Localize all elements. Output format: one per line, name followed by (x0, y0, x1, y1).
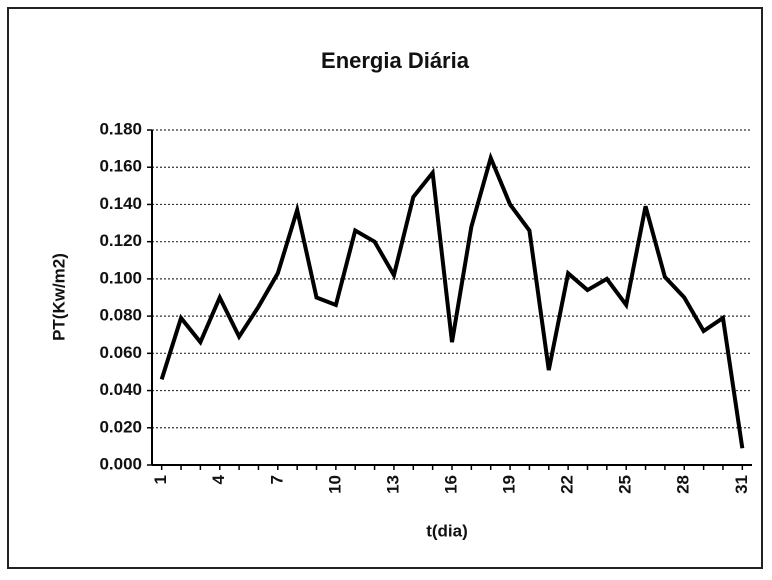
x-tick-label: 19 (500, 475, 519, 494)
x-tick-label: 10 (325, 475, 344, 494)
x-tick-label: 4 (209, 474, 228, 484)
y-tick-label: 0.060 (99, 343, 142, 362)
y-tick-label: 0.080 (99, 306, 142, 325)
y-tick-label: 0.100 (99, 268, 142, 287)
x-tick-label: 13 (383, 475, 402, 494)
chart-title: Energia Diária (321, 48, 470, 73)
y-tick-label: 0.000 (99, 454, 142, 473)
x-tick-label: 1 (151, 475, 170, 484)
chart-frame (7, 7, 763, 569)
y-tick-label: 0.140 (99, 194, 142, 213)
y-tick-label: 0.160 (99, 157, 142, 176)
y-axis-label: PT(Kw/m2) (49, 253, 68, 341)
x-tick-label: 28 (674, 475, 693, 494)
x-tick-label: 7 (267, 475, 286, 484)
x-tick-label: 16 (441, 475, 460, 494)
x-tick-label: 25 (616, 475, 635, 494)
x-tick-label: 31 (732, 475, 751, 494)
y-tick-label: 0.120 (99, 231, 142, 250)
y-tick-label: 0.040 (99, 380, 142, 399)
y-tick-label: 0.020 (99, 417, 142, 436)
data-line (159, 151, 745, 449)
x-axis-label: t(dia) (426, 521, 468, 540)
y-tick-label: 0.180 (99, 119, 142, 138)
x-tick-label: 22 (558, 475, 577, 494)
